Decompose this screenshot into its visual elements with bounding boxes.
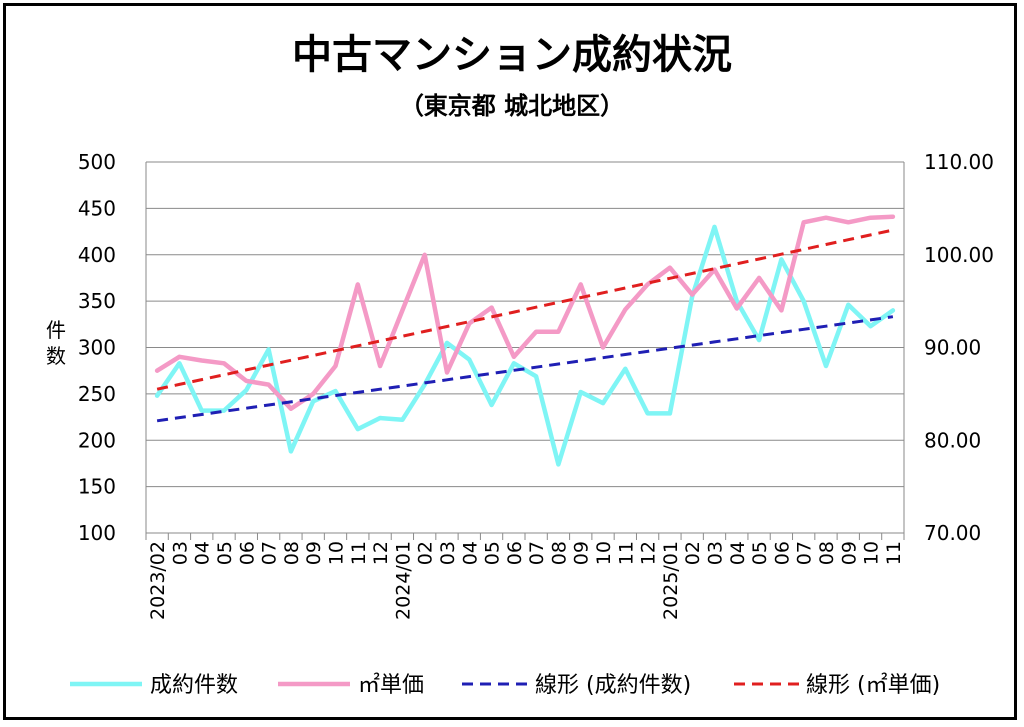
x-tick-label: 03 bbox=[705, 541, 727, 565]
x-tick-label: 2023/02 bbox=[147, 541, 169, 620]
x-tick-label: 07 bbox=[526, 541, 548, 565]
y-right-tick-label: 110.00 bbox=[924, 150, 994, 174]
x-tick-label: 08 bbox=[281, 541, 303, 565]
x-tick-label: 10 bbox=[326, 541, 348, 565]
series-line-3 bbox=[156, 315, 894, 423]
x-tick-label: 06 bbox=[504, 541, 526, 565]
y-right-tick-label: 70.00 bbox=[924, 521, 981, 545]
x-tick-label: 05 bbox=[749, 541, 771, 565]
x-tick-label: 08 bbox=[816, 541, 838, 565]
x-tick-label: 09 bbox=[571, 541, 593, 565]
x-tick-label: 02 bbox=[682, 541, 704, 565]
x-tick-label: 12 bbox=[638, 541, 660, 565]
x-tick-label: 09 bbox=[303, 541, 325, 565]
series-layer bbox=[154, 214, 896, 467]
x-tick-label: 05 bbox=[214, 541, 236, 565]
y-left-tick-label: 500 bbox=[78, 150, 116, 174]
x-tick-label: 06 bbox=[771, 541, 793, 565]
y-right-tick-label: 80.00 bbox=[924, 428, 981, 452]
y-right-tick-label: 100.00 bbox=[924, 243, 994, 267]
axes bbox=[145, 162, 905, 540]
x-tick-label: 2024/01 bbox=[392, 541, 414, 620]
legend-label: 線形 (㎡単価) bbox=[806, 672, 940, 698]
y-left-tick-label: 200 bbox=[78, 428, 116, 452]
x-tick-label: 06 bbox=[236, 541, 258, 565]
y-left-tick-label: 300 bbox=[78, 336, 116, 360]
x-tick-label: 11 bbox=[615, 541, 637, 565]
y-left-axis-label-char: 数 bbox=[46, 344, 66, 368]
x-tick-label: 07 bbox=[259, 541, 281, 565]
chart-subtitle: （東京都 城北地区） bbox=[399, 92, 625, 120]
y-left-tick-label: 100 bbox=[78, 521, 116, 545]
legend-label: ㎡単価 bbox=[358, 672, 424, 698]
x-tick-label: 03 bbox=[437, 541, 459, 565]
x-tick-label: 03 bbox=[169, 541, 191, 565]
x-tick-label: 2025/01 bbox=[660, 541, 682, 620]
x-tick-label: 09 bbox=[838, 541, 860, 565]
x-tick-label: 02 bbox=[415, 541, 437, 565]
series-line-1 bbox=[154, 224, 896, 467]
y-left-tick-label: 400 bbox=[78, 243, 116, 267]
x-tick-label: 10 bbox=[593, 541, 615, 565]
tick-labels: 100 150 200 250 300 350 400 450 500 70.00 80.00 90.… bbox=[46, 150, 994, 620]
chart-title: 中古マンション成約状況 bbox=[292, 32, 732, 78]
y-left-tick-label: 250 bbox=[78, 382, 116, 406]
x-tick-label: 08 bbox=[548, 541, 570, 565]
x-tick-label: 11 bbox=[348, 541, 370, 565]
legend-label: 成約件数 bbox=[150, 673, 238, 698]
y-left-tick-label: 350 bbox=[78, 289, 116, 313]
x-tick-label: 04 bbox=[459, 541, 481, 565]
x-tick-label: 12 bbox=[370, 541, 392, 565]
x-tick-label: 05 bbox=[482, 541, 504, 565]
y-right-tick-label: 90.00 bbox=[924, 336, 981, 360]
y-left-tick-label: 150 bbox=[78, 475, 116, 499]
series-line-2 bbox=[154, 214, 896, 411]
x-tick-label: 07 bbox=[794, 541, 816, 565]
legend: 成約件数 ㎡単価 線形 (成約件数) 線形 (㎡単価) bbox=[70, 672, 940, 698]
x-tick-label: 04 bbox=[192, 541, 214, 565]
x-tick-label: 04 bbox=[727, 541, 749, 565]
y-left-axis-label-char: 件 bbox=[46, 318, 66, 342]
x-tick-label: 11 bbox=[883, 541, 905, 565]
x-tick-label: 10 bbox=[861, 541, 883, 565]
y-left-tick-label: 450 bbox=[78, 196, 116, 220]
legend-label: 線形 (成約件数) bbox=[535, 673, 691, 698]
